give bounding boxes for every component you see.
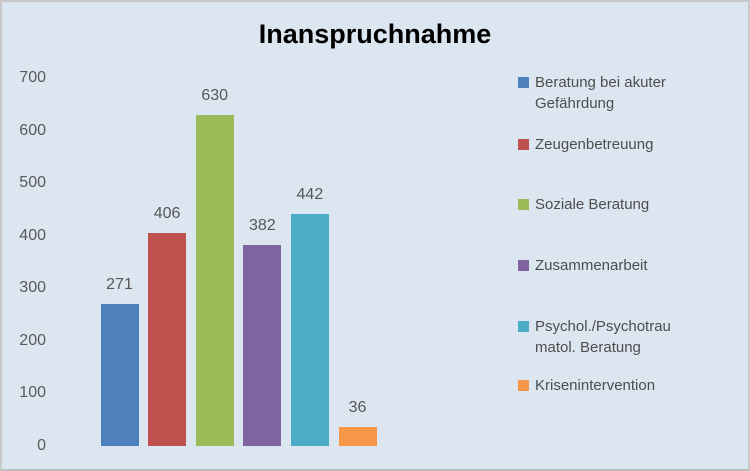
bar-soziale-beratung [195, 114, 234, 446]
legend-item-label: Zusammenarbeit [535, 257, 648, 274]
bar-zusammenarbeit [243, 245, 282, 446]
legend-swatch-icon [518, 321, 529, 332]
legend-item-krisenintervention: Krisenintervention [518, 375, 655, 396]
data-label-zeugenbetreuung: 406 [153, 204, 181, 222]
y-axis-tick-label-500: 500 [19, 174, 46, 192]
data-label-krisenintervention: 36 [348, 399, 367, 417]
legend-swatch-icon [518, 77, 529, 88]
bar-krisenintervention [338, 427, 377, 446]
plot-area: 0 100 200 300 400 500 600 700 271 406 630 382 442 36 [2, 2, 518, 469]
legend-item-label: Psychol./Psychotrau matol. Beratung [535, 318, 671, 356]
y-axis-tick-label-300: 300 [19, 279, 46, 297]
chart-title: Inanspruchnahme [258, 19, 492, 49]
y-axis-tick-label-0: 0 [37, 437, 46, 454]
data-label-soziale-beratung: 630 [201, 86, 229, 104]
legend-item-zeugenbetreuung: Zeugenbetreuung [518, 134, 653, 155]
legend-item-label: Beratung bei akuter Gefährdung [535, 74, 666, 112]
legend-item-soziale-beratung: Soziale Beratung [518, 194, 649, 215]
legend-swatch-icon [518, 260, 529, 271]
legend-item-label: Krisenintervention [535, 377, 656, 394]
data-label-psychol-psychotraumatol-beratung: 442 [296, 185, 324, 203]
bar-beratung-bei-akuter-gefaehrdung [100, 303, 139, 446]
data-label-zusammenarbeit: 382 [248, 217, 276, 235]
legend-swatch-icon [518, 380, 529, 391]
legend-swatch-icon [518, 199, 529, 210]
legend-item-psychol-psychotrau-matol-beratung: Psychol./Psychotrau matol. Beratung [518, 316, 671, 358]
bar-psychol-psychotraumatol-beratung [290, 213, 329, 446]
data-label-beratung-bei-akuter-gefaehrdung: 271 [106, 275, 133, 293]
y-axis-tick-label-700: 700 [19, 69, 46, 86]
bar-zeugenbetreuung [148, 232, 187, 446]
legend-item-label: Soziale Beratung [535, 196, 650, 213]
y-axis-tick-label-600: 600 [19, 121, 46, 139]
y-axis-tick-label-200: 200 [19, 331, 46, 349]
legend-item-label: Zeugenbetreuung [535, 136, 654, 153]
legend-item-zusammenarbeit: Zusammenarbeit [518, 255, 648, 276]
legend-item-beratung-bei-akuter-gefaehrdung: Beratung bei akuter Gefährdung [518, 72, 666, 114]
y-axis-tick-label-400: 400 [19, 226, 46, 244]
legend: Beratung bei akuter Gefährdung Zeugenbetr… [518, 2, 728, 469]
y-axis-tick-label-100: 100 [19, 384, 46, 402]
legend-swatch-icon [518, 139, 529, 150]
